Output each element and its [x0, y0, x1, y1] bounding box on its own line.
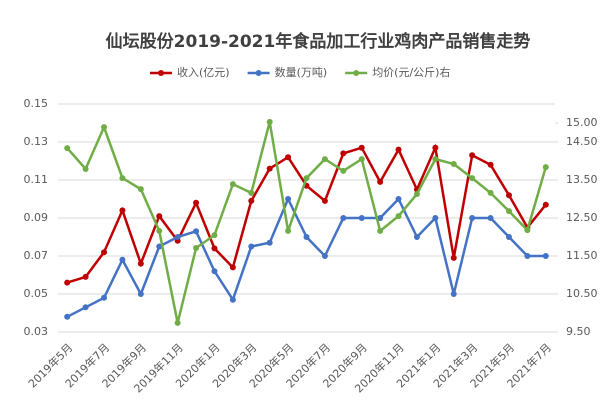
data-point [358, 215, 365, 221]
data-point [450, 291, 457, 297]
data-point [321, 197, 328, 204]
data-point [266, 239, 273, 246]
data-point [505, 234, 512, 240]
data-point [542, 201, 549, 208]
data-point [340, 215, 347, 221]
data-point [413, 234, 420, 240]
data-point [174, 319, 181, 326]
data-point [524, 227, 531, 234]
data-point [377, 215, 384, 221]
data-point [119, 175, 126, 182]
y-tick-label: 0.07 [24, 249, 49, 262]
data-point [450, 161, 457, 168]
data-point [542, 164, 549, 171]
legend-marker [158, 70, 164, 76]
data-point [137, 291, 144, 297]
data-point [432, 156, 439, 163]
data-point [82, 165, 89, 172]
data-point [340, 150, 347, 157]
data-point [266, 165, 273, 172]
data-point [285, 227, 292, 234]
data-point [248, 197, 255, 204]
data-point [64, 145, 71, 152]
data-point [487, 189, 494, 196]
y2-tick-label: 12.50 [566, 211, 598, 224]
data-point [395, 146, 402, 153]
data-point [82, 273, 89, 280]
data-point [469, 215, 476, 221]
y2-tick-label: 15.00 [566, 116, 598, 129]
data-point [358, 144, 365, 151]
data-point [524, 253, 531, 259]
y2-tick-label: 13.50 [566, 173, 598, 186]
y-tick-label: 0.11 [24, 173, 49, 186]
data-point [358, 156, 365, 163]
y2-tick-label: 9.50 [566, 325, 591, 338]
data-point [101, 124, 108, 131]
data-point [229, 181, 236, 188]
data-point [174, 234, 181, 240]
data-point [156, 227, 163, 234]
data-point [505, 208, 512, 215]
data-point [340, 167, 347, 174]
data-point [377, 178, 384, 185]
data-point [248, 189, 255, 196]
y2-tick-label: 10.50 [566, 287, 598, 300]
data-point [137, 260, 144, 267]
data-point [229, 264, 236, 271]
data-point [432, 144, 439, 151]
data-point [193, 245, 200, 252]
data-point [211, 245, 218, 252]
data-point [248, 243, 255, 250]
data-point [542, 253, 549, 259]
legend-marker [353, 70, 360, 76]
data-point [193, 228, 200, 235]
data-point [266, 118, 273, 125]
y-tick-label: 0.13 [24, 135, 49, 148]
data-point [469, 175, 476, 182]
data-point [377, 227, 384, 234]
legend-marker [255, 70, 262, 76]
data-point [285, 196, 292, 202]
y-tick-label: 0.03 [24, 325, 49, 338]
data-point [487, 215, 494, 221]
data-point [101, 294, 108, 301]
legend-label: 收入(亿元) [177, 65, 230, 79]
y2-tick-label: 14.50 [566, 135, 598, 148]
data-point [487, 161, 494, 168]
chart-title: 仙坛股份2019-2021年食品加工行业鸡肉产品销售走势 [106, 31, 531, 52]
data-point [64, 279, 71, 286]
data-point [505, 192, 512, 199]
data-point [156, 213, 163, 220]
data-point [413, 191, 420, 198]
y-tick-label: 0.09 [24, 211, 49, 224]
data-point [156, 243, 163, 250]
data-point [193, 199, 200, 206]
data-point [395, 213, 402, 220]
data-point [211, 232, 218, 239]
legend-label: 均价(元/公斤)右 [372, 65, 450, 79]
data-point [119, 207, 126, 214]
data-point [82, 304, 89, 311]
data-point [211, 268, 218, 275]
data-point [137, 186, 144, 193]
data-point [450, 254, 457, 261]
data-point [395, 196, 402, 202]
data-point [285, 154, 292, 161]
data-point [469, 152, 476, 159]
data-point [432, 215, 439, 221]
y-tick-label: 0.15 [24, 97, 49, 110]
y2-tick-label: 11.50 [566, 249, 598, 262]
data-point [64, 313, 71, 320]
y-tick-label: 0.05 [24, 287, 49, 300]
legend-label: 数量(万吨) [275, 66, 328, 79]
data-point [321, 253, 328, 259]
data-point [101, 249, 108, 256]
data-point [119, 256, 126, 263]
data-point [303, 234, 310, 240]
data-point [321, 156, 328, 163]
data-point [229, 296, 236, 303]
data-point [303, 175, 310, 182]
